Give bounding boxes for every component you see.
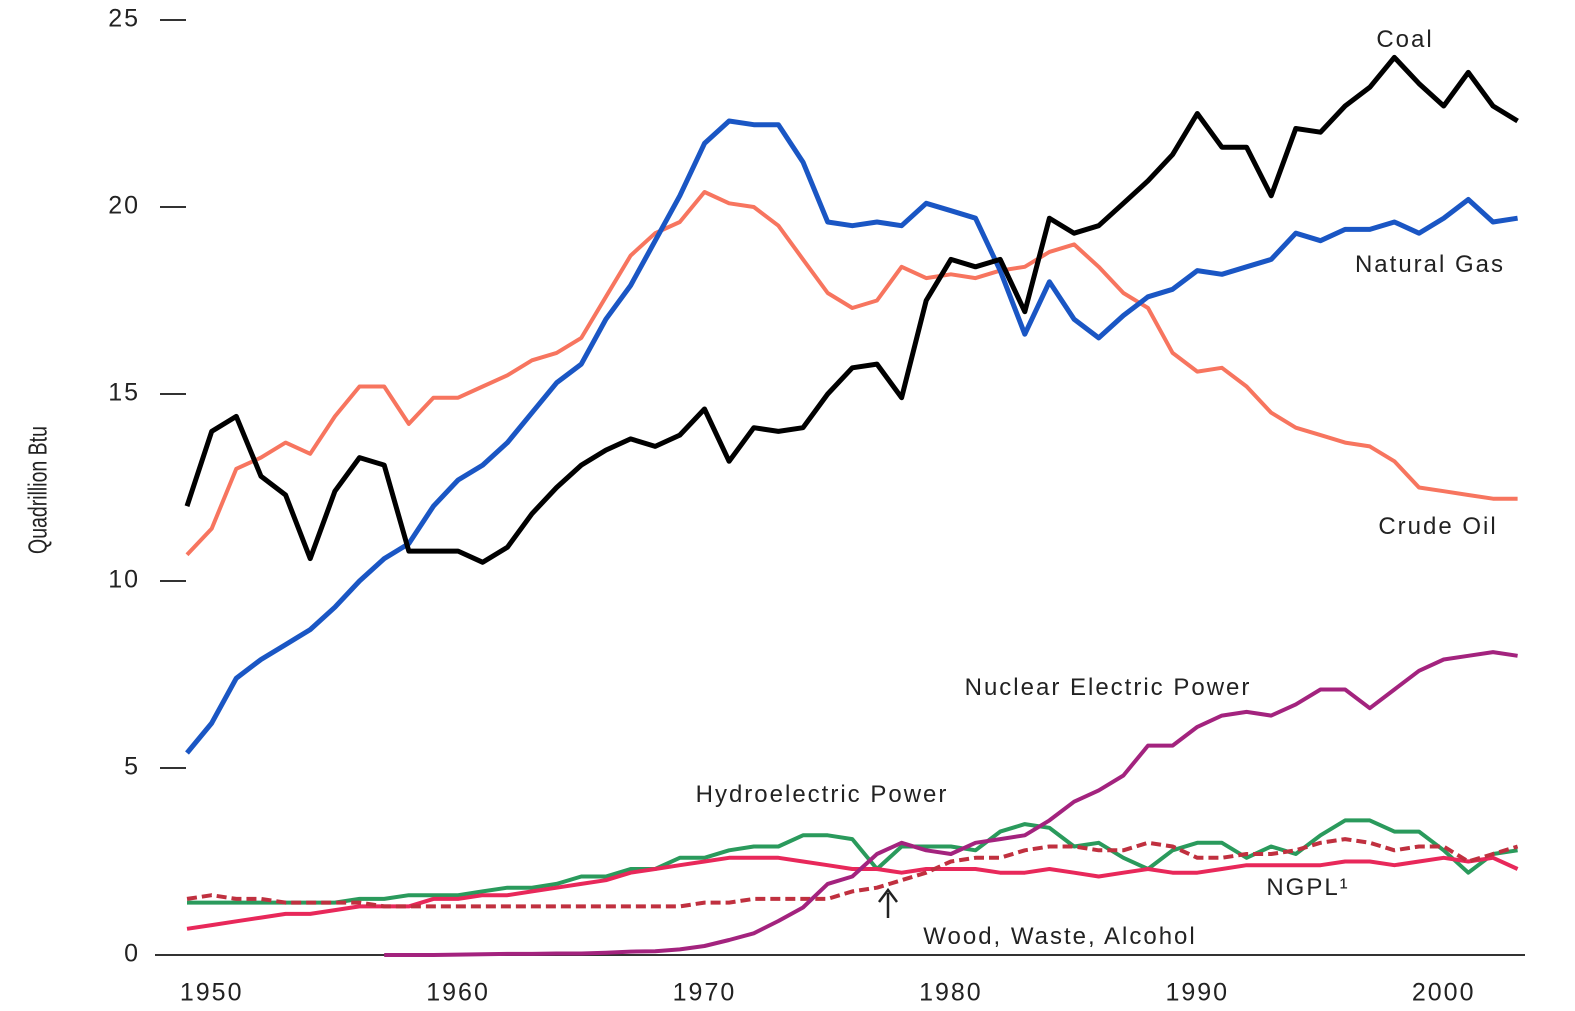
y-tick-label: 10 <box>108 566 140 594</box>
arrow-head <box>878 887 898 903</box>
x-tick-label: 1950 <box>180 979 244 1007</box>
series-line <box>185 190 1518 557</box>
x-tick-label: 1980 <box>919 979 983 1007</box>
y-axis-label: Quadrillion Btu <box>22 426 53 554</box>
y-tick-label: 0 <box>124 940 140 968</box>
series-line <box>186 855 1519 931</box>
y-tick-label: 15 <box>108 379 140 407</box>
x-tick-label: 1970 <box>673 979 737 1007</box>
y-tick-label: 5 <box>124 753 140 781</box>
series-line <box>384 650 1518 957</box>
x-tick-label: 1990 <box>1165 979 1229 1007</box>
y-tick-label: 20 <box>108 192 140 220</box>
series-label: Hydroelectric Power <box>695 781 949 808</box>
series-label: Coal <box>1376 26 1434 53</box>
series-label: Crude Oil <box>1378 513 1498 540</box>
x-tick-label: 1960 <box>426 979 490 1007</box>
series-line <box>185 118 1518 755</box>
series-label: Nuclear Electric Power <box>964 674 1252 701</box>
series-label: NGPL¹ <box>1266 874 1350 901</box>
y-tick-label: 25 <box>108 5 140 33</box>
series-line <box>186 837 1519 909</box>
series-line <box>184 54 1519 565</box>
series-label: Wood, Waste, Alcohol <box>923 923 1197 950</box>
series-line <box>187 818 1518 905</box>
series-label: Natural Gas <box>1354 251 1506 278</box>
x-tick-label: 2000 <box>1412 979 1476 1007</box>
